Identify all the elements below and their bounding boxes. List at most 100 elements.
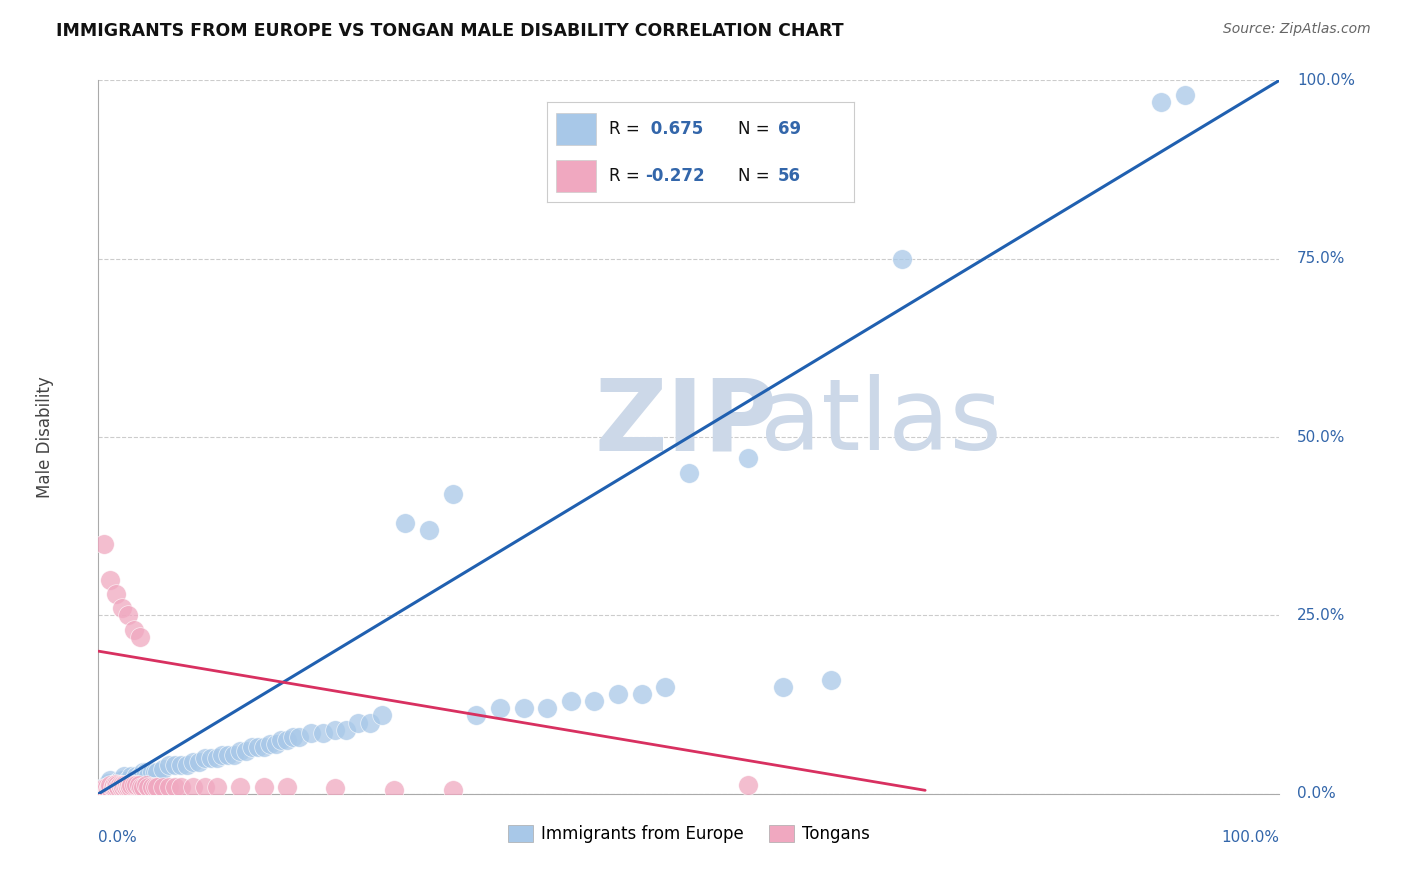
- Point: [117, 772, 139, 787]
- Point: [97, 782, 120, 797]
- Point: [240, 740, 263, 755]
- Point: [654, 680, 676, 694]
- Point: [101, 780, 124, 794]
- Point: [115, 778, 138, 792]
- Point: [312, 726, 335, 740]
- Text: 69: 69: [778, 120, 800, 137]
- Point: [117, 608, 139, 623]
- Point: [165, 780, 187, 794]
- Text: 100.0%: 100.0%: [1222, 830, 1279, 845]
- Point: [132, 765, 155, 780]
- Point: [112, 778, 135, 792]
- Point: [91, 783, 114, 797]
- Point: [890, 252, 912, 266]
- Text: R =: R =: [609, 120, 644, 137]
- Point: [146, 780, 169, 794]
- Text: R =: R =: [609, 167, 644, 185]
- Point: [112, 780, 135, 794]
- Point: [98, 772, 121, 787]
- Point: [125, 778, 148, 792]
- Point: [737, 451, 759, 466]
- Point: [97, 776, 120, 790]
- Point: [93, 781, 115, 796]
- Point: [382, 782, 405, 797]
- Text: 0.0%: 0.0%: [98, 830, 138, 845]
- Point: [1174, 87, 1197, 102]
- Point: [270, 733, 292, 747]
- Point: [104, 781, 127, 796]
- Point: [120, 780, 142, 794]
- Point: [194, 780, 217, 794]
- Text: 0.675: 0.675: [645, 120, 704, 137]
- Point: [135, 778, 157, 792]
- Point: [141, 765, 163, 780]
- Point: [371, 708, 394, 723]
- Point: [157, 780, 180, 794]
- Point: [110, 780, 132, 794]
- Text: 100.0%: 100.0%: [1298, 73, 1355, 87]
- Point: [205, 751, 228, 765]
- Text: Source: ZipAtlas.com: Source: ZipAtlas.com: [1223, 22, 1371, 37]
- Point: [264, 737, 287, 751]
- Text: N =: N =: [738, 167, 775, 185]
- Point: [187, 755, 209, 769]
- Point: [335, 723, 357, 737]
- Point: [103, 778, 125, 792]
- Point: [128, 769, 150, 783]
- Point: [146, 765, 169, 780]
- Point: [98, 780, 121, 794]
- Point: [96, 780, 118, 794]
- FancyBboxPatch shape: [557, 112, 596, 145]
- Point: [111, 772, 134, 787]
- Point: [181, 755, 204, 769]
- Point: [224, 747, 246, 762]
- Point: [465, 708, 488, 723]
- Point: [114, 780, 136, 794]
- Point: [630, 687, 652, 701]
- Point: [111, 601, 134, 615]
- Point: [512, 701, 534, 715]
- Point: [229, 780, 252, 794]
- Point: [217, 747, 239, 762]
- Point: [117, 780, 139, 794]
- Point: [607, 687, 630, 701]
- Point: [141, 780, 163, 794]
- Point: [211, 747, 233, 762]
- Point: [1150, 95, 1173, 109]
- Point: [359, 715, 381, 730]
- Point: [112, 769, 135, 783]
- Point: [136, 769, 159, 783]
- Point: [118, 778, 141, 792]
- Point: [299, 726, 322, 740]
- Point: [205, 780, 228, 794]
- Point: [129, 780, 152, 794]
- Point: [678, 466, 700, 480]
- Point: [128, 778, 150, 792]
- Point: [152, 780, 174, 794]
- Text: 0.0%: 0.0%: [1298, 787, 1336, 801]
- Point: [152, 762, 174, 776]
- Point: [105, 777, 128, 791]
- Point: [536, 701, 558, 715]
- Point: [108, 772, 131, 787]
- Text: Male Disability: Male Disability: [37, 376, 55, 498]
- Text: IMMIGRANTS FROM EUROPE VS TONGAN MALE DISABILITY CORRELATION CHART: IMMIGRANTS FROM EUROPE VS TONGAN MALE DI…: [56, 22, 844, 40]
- Point: [122, 623, 145, 637]
- Point: [136, 780, 159, 794]
- Point: [170, 758, 193, 772]
- Point: [283, 730, 305, 744]
- Point: [125, 769, 148, 783]
- Point: [347, 715, 370, 730]
- Text: -0.272: -0.272: [645, 167, 704, 185]
- Point: [394, 516, 416, 530]
- Point: [259, 737, 281, 751]
- Text: ZIP: ZIP: [595, 375, 778, 471]
- Point: [111, 778, 134, 792]
- Point: [105, 587, 128, 601]
- Point: [276, 780, 298, 794]
- Point: [194, 751, 217, 765]
- Point: [122, 778, 145, 792]
- Point: [93, 780, 115, 794]
- Point: [122, 772, 145, 787]
- Point: [583, 694, 606, 708]
